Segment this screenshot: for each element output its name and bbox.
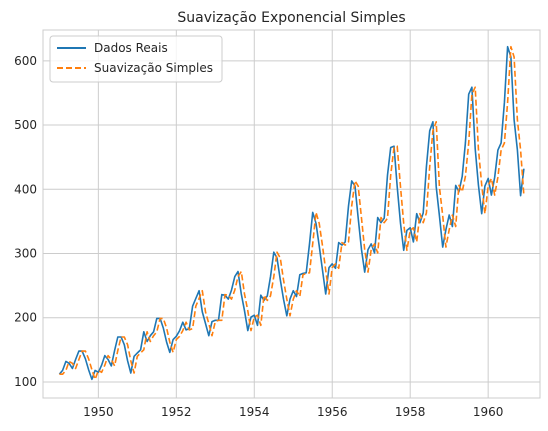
x-tick-label: 1956	[317, 405, 348, 419]
y-tick-label: 200	[14, 311, 37, 325]
series-lines	[58, 45, 525, 381]
chart-title: Suavização Exponencial Simples	[177, 10, 405, 26]
legend-box	[49, 35, 223, 83]
x-tick-label: 1960	[473, 405, 504, 419]
y-tick-label: 300	[14, 246, 37, 260]
y-tick-label: 500	[14, 118, 37, 132]
legend-label-dados-reais: Dados Reais	[94, 41, 168, 55]
x-axis: 1950 1952 1954 1956 1958 1960	[83, 405, 503, 419]
x-tick-label: 1954	[239, 405, 270, 419]
x-tick-label: 1950	[83, 405, 114, 419]
y-tick-label: 100	[14, 375, 37, 389]
legend: Dados Reais Suavização Simples	[49, 35, 223, 83]
plot-area	[42, 29, 541, 399]
x-tick-label: 1952	[161, 405, 192, 419]
y-tick-label: 400	[14, 182, 37, 196]
series-line-suavizacao-simples	[59, 45, 525, 381]
x-tick-label: 1958	[395, 405, 426, 419]
y-tick-label: 600	[14, 54, 37, 68]
legend-label-suavizacao-simples: Suavização Simples	[94, 61, 213, 75]
series-line-dados-reais	[58, 45, 525, 381]
y-axis: 100 200 300 400 500 600	[14, 54, 37, 389]
